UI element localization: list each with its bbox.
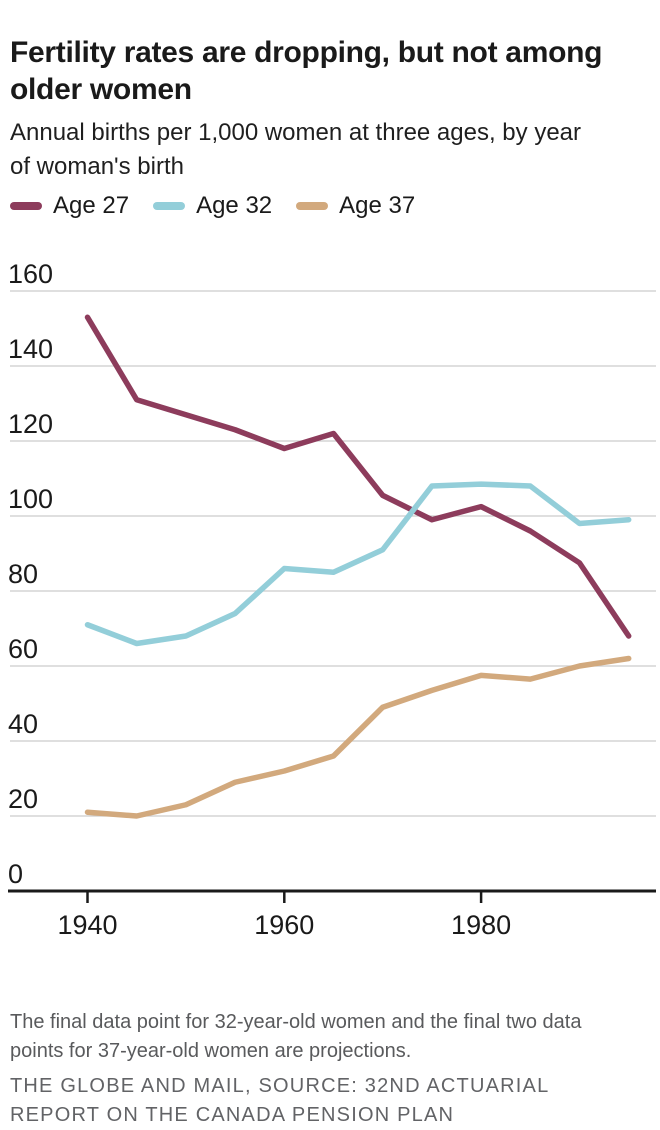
legend-swatch-age-32-icon	[153, 202, 186, 210]
y-axis-label-140: 140	[8, 334, 53, 364]
legend-label-age-27: Age 27	[53, 192, 130, 219]
chart-legend: Age 27 Age 32 Age 37	[10, 192, 415, 220]
chart-source-credit: THE GLOBE AND MAIL, SOURCE: 32ND ACTUARI…	[10, 1075, 549, 1126]
legend-item-age-37: Age 37	[296, 192, 415, 220]
chart-footnote: The final data point for 32-year-old wom…	[10, 1011, 582, 1062]
series-line-age-37	[84, 655, 632, 819]
legend-label-age-32: Age 32	[196, 192, 273, 219]
legend-label-age-37: Age 37	[339, 192, 416, 219]
legend-swatch-age-27-icon	[10, 202, 42, 210]
legend-swatch-age-37-icon	[296, 202, 329, 210]
y-axis-label-160: 160	[8, 259, 53, 289]
y-axis-label-20: 20	[8, 784, 38, 814]
x-axis-label-1960: 1960	[254, 910, 314, 940]
y-axis-label-100: 100	[8, 484, 53, 514]
x-axis-label-1940: 1940	[57, 910, 117, 940]
chart-title: Fertility rates are dropping, but not am…	[10, 36, 603, 107]
chart-subtitle: Annual births per 1,000 women at three a…	[10, 119, 582, 180]
x-axis-label-1980: 1980	[451, 910, 511, 940]
y-axis-label-120: 120	[8, 409, 53, 439]
legend-item-age-32: Age 32	[153, 192, 272, 220]
legend-item-age-27: Age 27	[10, 192, 129, 220]
series-line-age-32	[84, 481, 632, 647]
series-line-age-27	[84, 314, 632, 639]
y-axis-label-40: 40	[8, 709, 38, 739]
y-axis-label-80: 80	[8, 559, 38, 589]
line-chart: 0 20 40 60 80 100 120 140 160 1940 1960 1980	[8, 259, 656, 940]
y-axis-label-0: 0	[8, 859, 23, 889]
y-axis-label-60: 60	[8, 634, 38, 664]
